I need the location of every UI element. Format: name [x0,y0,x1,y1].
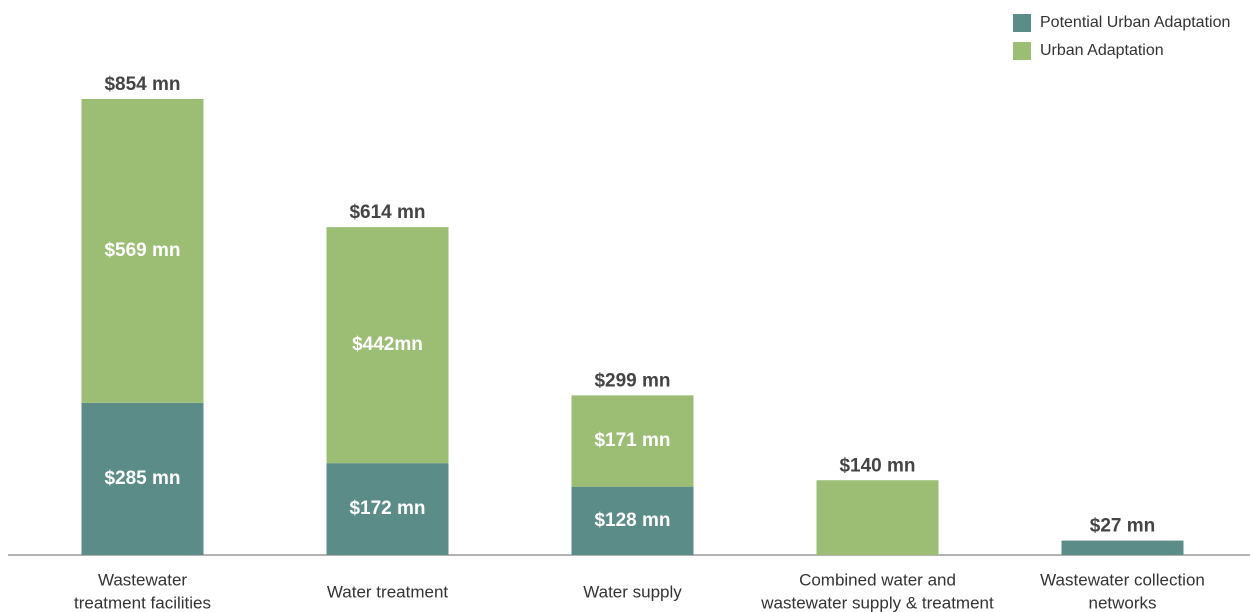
segment-label: $128 mn [594,510,670,531]
x-tick-label: Combined water and wastewater supply & tr… [760,571,994,612]
x-tick-label: Water treatment [327,582,449,601]
bar-segment [816,480,939,555]
total-label: $299 mn [594,370,670,391]
bar-segment [81,99,204,403]
segment-label: $285 mn [104,468,180,489]
bar-segment [1061,540,1184,555]
total-label: $140 mn [839,455,915,476]
total-label: $27 mn [1090,516,1155,537]
segment-label: $569 mn [104,240,180,261]
legend-swatch [1013,14,1031,32]
legend-label: Potential Urban Adaptation [1040,14,1230,31]
segment-label: $171 mn [594,430,670,451]
total-label: $854 mn [104,74,180,95]
legend-swatch [1013,42,1031,60]
legend-label: Urban Adaptation [1040,42,1164,59]
x-tick-label: Wastewater collection networks [1040,571,1205,612]
bar-segment [81,402,204,555]
segment-label: $442mn [352,334,423,355]
bar-segment [571,395,694,487]
x-tick-label: Water supply [583,582,682,601]
bar-segment [571,486,694,555]
total-label: $614 mn [349,202,425,223]
bar-segment [326,227,449,464]
bar-segment [326,463,449,555]
segment-label: $172 mn [349,498,425,519]
x-tick-label: Wastewater treatment facilities [74,571,211,612]
